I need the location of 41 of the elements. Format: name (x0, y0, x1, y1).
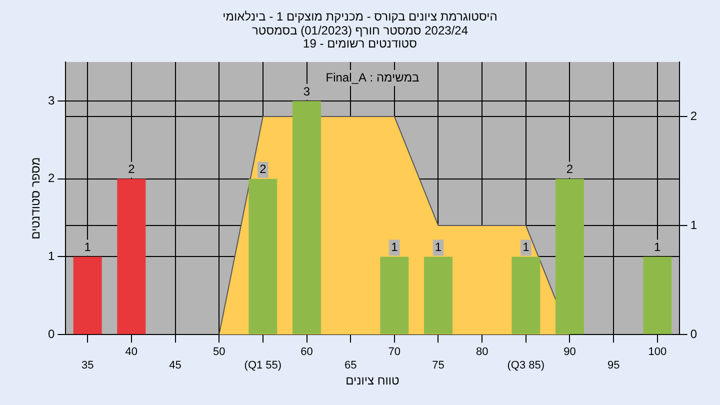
y-tick-label: 0 (48, 326, 55, 341)
data-label: 1 (84, 240, 92, 254)
bar (117, 178, 146, 334)
x-tick-label: 45 (169, 359, 182, 372)
bar (73, 256, 102, 334)
x-tick-label: 70 (388, 346, 401, 358)
data-label: 2 (128, 162, 136, 176)
x-tick-label: 90 (564, 346, 576, 358)
bar (424, 256, 452, 334)
x-tick-label: (Q3 85) (507, 359, 545, 372)
data-label: 1 (654, 240, 662, 254)
x-axis-title: טווח ציונים (346, 373, 400, 388)
data-label: 3 (303, 84, 310, 98)
x-tick-label: 35 (81, 359, 94, 372)
x-tick-label: 100 (648, 346, 667, 358)
y-tick-label: 2 (48, 171, 55, 186)
data-label: 2 (260, 162, 267, 176)
x-tick-label: 60 (300, 346, 313, 358)
bar (643, 256, 672, 334)
x-tick-label: 75 (432, 359, 444, 372)
x-tick-label: 95 (607, 359, 620, 372)
y2-tick-label: 2 (690, 108, 698, 123)
data-label: 1 (434, 240, 442, 254)
y2-tick-label: 0 (690, 326, 698, 341)
data-label: 2 (566, 162, 574, 176)
y-tick-label: 3 (48, 93, 55, 108)
bar (556, 178, 584, 334)
data-label: 1 (522, 240, 530, 254)
x-tick-label: 40 (125, 346, 138, 358)
y2-tick-label: 1 (690, 218, 698, 232)
bar (512, 256, 540, 334)
x-tick-label: 50 (212, 346, 226, 358)
data-label: 1 (391, 240, 398, 254)
x-tick-label: (Q1 55) (244, 359, 282, 372)
x-tick-label: 80 (476, 346, 488, 358)
bar (380, 256, 409, 334)
bar (292, 100, 321, 334)
x-tick-label: 65 (344, 359, 357, 372)
bar (248, 178, 278, 334)
y-tick-label: 1 (48, 249, 55, 264)
y-axis-title: מספר סטודנטים (28, 157, 42, 240)
